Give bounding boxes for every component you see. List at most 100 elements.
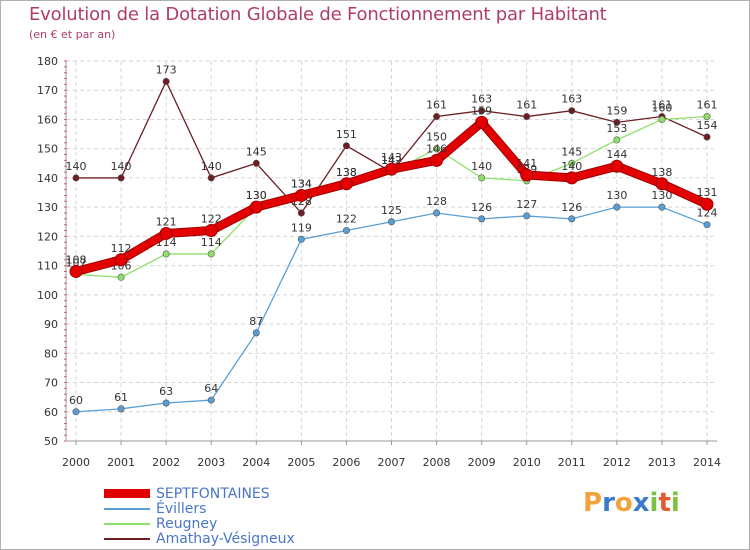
logo-letter: x	[632, 488, 650, 518]
data-label-evillers: 126	[471, 201, 492, 214]
data-label-amathay-vesigneux: 154	[697, 119, 718, 132]
y-tick-label: 70	[44, 377, 58, 390]
data-point-evillers	[117, 405, 125, 413]
data-point-septfontaines	[655, 177, 669, 191]
data-point-evillers	[433, 209, 441, 217]
legend-swatch	[104, 523, 150, 525]
x-tick-label: 2014	[693, 456, 721, 469]
legend-item: Reugney	[104, 516, 364, 532]
data-label-evillers: 125	[381, 204, 402, 217]
x-tick-label: 2011	[558, 456, 586, 469]
data-label-evillers: 128	[426, 195, 447, 208]
data-point-evillers	[297, 235, 305, 243]
data-point-evillers	[162, 399, 170, 407]
data-label-reugney: 153	[606, 122, 627, 135]
data-point-amathay-vesigneux	[433, 113, 441, 121]
data-point-amathay-vesigneux	[252, 159, 260, 167]
data-point-amathay-vesigneux	[523, 113, 531, 121]
data-label-septfontaines: 134	[291, 177, 312, 190]
y-tick-label: 170	[37, 84, 58, 97]
data-label-septfontaines: 143	[381, 151, 402, 164]
data-label-septfontaines: 131	[697, 186, 718, 199]
y-tick-label: 160	[37, 113, 58, 126]
x-tick-label: 2013	[648, 456, 676, 469]
chart-legend: SEPTFONTAINES Évillers Reugney Amathay-Vési…	[104, 486, 364, 547]
chart-subtitle: (en € et par an)	[29, 28, 116, 41]
data-point-septfontaines	[520, 168, 534, 182]
legend-label: Amathay-Vésigneux	[156, 531, 295, 547]
data-point-amathay-vesigneux	[478, 107, 486, 115]
data-label-evillers: 130	[606, 189, 627, 202]
x-tick-label: 2012	[603, 456, 631, 469]
data-point-septfontaines	[114, 253, 128, 267]
data-point-septfontaines	[339, 177, 353, 191]
data-point-amathay-vesigneux	[162, 77, 170, 85]
data-point-reugney	[478, 174, 486, 182]
data-label-amathay-vesigneux: 140	[111, 160, 132, 173]
data-label-evillers: 64	[204, 382, 218, 395]
data-point-amathay-vesigneux	[703, 133, 711, 141]
data-label-reugney: 150	[426, 131, 447, 144]
data-label-septfontaines: 122	[201, 213, 222, 226]
data-label-septfontaines: 121	[156, 215, 177, 228]
data-label-amathay-vesigneux: 173	[156, 63, 177, 76]
data-label-evillers: 126	[561, 201, 582, 214]
data-label-septfontaines: 140	[561, 160, 582, 173]
x-tick-label: 2005	[287, 456, 315, 469]
x-tick-label: 2010	[513, 456, 541, 469]
data-label-septfontaines: 138	[336, 166, 357, 179]
y-tick-label: 120	[37, 230, 58, 243]
x-tick-label: 2007	[378, 456, 406, 469]
data-label-evillers: 130	[651, 189, 672, 202]
y-tick-label: 130	[37, 201, 58, 214]
y-tick-label: 80	[44, 347, 58, 360]
x-tick-label: 2003	[197, 456, 225, 469]
data-label-evillers: 119	[291, 221, 312, 234]
x-tick-label: 2008	[423, 456, 451, 469]
data-point-reugney	[568, 159, 576, 167]
legend-label: SEPTFONTAINES	[156, 486, 270, 502]
data-label-amathay-vesigneux: 140	[66, 160, 87, 173]
data-point-septfontaines	[385, 162, 398, 176]
data-point-evillers	[478, 215, 486, 223]
logo-letter: i	[670, 488, 680, 518]
y-tick-label: 180	[37, 55, 58, 68]
data-label-amathay-vesigneux: 161	[426, 99, 447, 112]
data-point-evillers	[658, 203, 666, 211]
data-label-amathay-vesigneux: 140	[201, 160, 222, 173]
legend-swatch	[104, 538, 150, 540]
data-point-septfontaines	[610, 159, 624, 173]
data-label-amathay-vesigneux: 161	[651, 99, 672, 112]
data-label-septfontaines: 138	[651, 166, 672, 179]
data-point-reugney	[207, 250, 215, 258]
data-point-reugney	[658, 115, 666, 123]
logo-letter: i	[649, 488, 659, 518]
logo-letter: r	[602, 488, 615, 518]
data-point-evillers	[342, 227, 350, 235]
data-label-evillers: 87	[249, 315, 263, 328]
legend-swatch	[104, 489, 150, 498]
data-point-amathay-vesigneux	[207, 174, 215, 182]
proxiti-logo: Proxiti	[583, 488, 680, 518]
data-label-amathay-vesigneux: 159	[606, 104, 627, 117]
y-tick-label: 100	[37, 289, 58, 302]
data-point-amathay-vesigneux	[613, 118, 621, 126]
x-tick-label: 2009	[468, 456, 496, 469]
data-label-septfontaines: 108	[66, 253, 87, 266]
y-tick-label: 60	[44, 406, 58, 419]
data-point-septfontaines	[475, 115, 489, 129]
logo-letter: t	[658, 488, 671, 518]
data-point-reugney	[433, 145, 441, 153]
data-point-evillers	[387, 218, 395, 226]
legend-label: Évillers	[156, 501, 207, 517]
data-label-amathay-vesigneux: 161	[516, 99, 537, 112]
data-point-amathay-vesigneux	[72, 174, 80, 182]
x-tick-label: 2004	[242, 456, 270, 469]
data-label-amathay-vesigneux: 151	[336, 128, 357, 141]
data-label-evillers: 61	[114, 391, 128, 404]
data-label-septfontaines: 141	[516, 157, 537, 170]
y-tick-label: 90	[44, 318, 58, 331]
data-label-septfontaines: 144	[606, 148, 627, 161]
